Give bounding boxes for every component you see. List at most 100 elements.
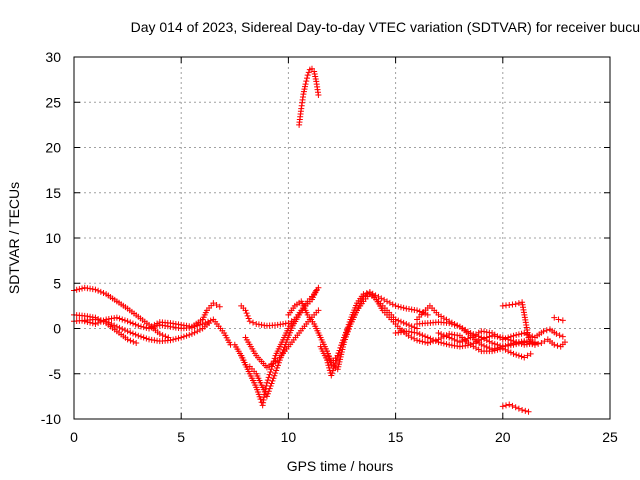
- data-point: [140, 324, 147, 331]
- data-point: [531, 341, 538, 348]
- data-point: [127, 319, 134, 326]
- data-point: [499, 403, 506, 410]
- series-arc18: [499, 299, 568, 350]
- data-point: [411, 335, 418, 342]
- data-point: [243, 310, 250, 317]
- data-point: [273, 367, 280, 374]
- data-point: [540, 328, 547, 335]
- data-point: [427, 335, 434, 342]
- data-point: [386, 299, 393, 306]
- data-point: [167, 337, 174, 344]
- data-point: [464, 335, 471, 342]
- data-point: [263, 379, 270, 386]
- data-point: [435, 330, 442, 337]
- data-point: [416, 337, 423, 344]
- data-point: [341, 339, 348, 346]
- data-point: [509, 402, 516, 409]
- y-tick-label: 0: [53, 321, 61, 337]
- data-point: [505, 341, 512, 348]
- y-tick-label: -10: [41, 411, 61, 427]
- data-point: [486, 345, 493, 352]
- data-point: [489, 330, 496, 337]
- y-axis-label: SDTVAR / TECUs: [6, 182, 22, 294]
- data-point: [392, 302, 399, 309]
- data-point: [555, 316, 562, 323]
- data-point: [515, 405, 522, 412]
- data-point: [497, 344, 504, 351]
- data-point: [529, 333, 536, 340]
- data-point: [473, 344, 479, 351]
- data-point: [265, 374, 272, 381]
- data-point: [261, 388, 268, 395]
- grid: [74, 57, 610, 419]
- data-point: [183, 332, 190, 339]
- x-tick-label: 10: [281, 429, 297, 445]
- data-point: [124, 336, 131, 343]
- data-point: [92, 286, 99, 293]
- data-point: [507, 333, 514, 340]
- data-point: [76, 286, 83, 293]
- series-arc20: [551, 314, 566, 324]
- data-point: [505, 348, 512, 355]
- data-point: [510, 350, 517, 357]
- data-point: [470, 340, 477, 347]
- data-point: [513, 351, 520, 358]
- data-point: [473, 339, 479, 346]
- data-point: [406, 322, 412, 329]
- data-point: [100, 317, 107, 324]
- data-point: [395, 303, 402, 310]
- data-point: [130, 338, 137, 345]
- data-point: [512, 404, 519, 411]
- data-point: [119, 316, 126, 323]
- data-point: [451, 336, 458, 343]
- data-point: [334, 352, 341, 359]
- data-point: [303, 78, 310, 85]
- data-point: [342, 336, 349, 343]
- data-point: [378, 295, 385, 302]
- data-point: [414, 337, 421, 344]
- data-point: [554, 342, 561, 349]
- data-point: [116, 324, 123, 331]
- data-point: [129, 330, 136, 337]
- data-point: [561, 339, 568, 346]
- data-point: [481, 342, 488, 349]
- data-point: [440, 340, 447, 347]
- data-point: [135, 332, 142, 339]
- data-point: [505, 334, 512, 341]
- data-point: [87, 319, 94, 326]
- data-point: [250, 319, 257, 326]
- data-point: [424, 334, 431, 341]
- data-point: [263, 382, 270, 389]
- data-point: [304, 72, 311, 79]
- data-point: [285, 320, 292, 327]
- y-tick-label: 15: [45, 185, 61, 201]
- data-point: [97, 288, 104, 295]
- data-point: [507, 349, 514, 356]
- data-point: [506, 401, 513, 408]
- data-point: [502, 342, 509, 349]
- data-point: [400, 304, 407, 311]
- data-point: [151, 321, 158, 328]
- x-axis-label: GPS time / hours: [287, 458, 394, 474]
- data-point: [257, 396, 264, 403]
- series-arc15: [414, 319, 538, 353]
- data-point: [478, 341, 485, 348]
- data-point: [497, 334, 504, 341]
- data-point: [143, 335, 150, 342]
- data-point: [519, 406, 526, 413]
- data-point: [384, 298, 391, 305]
- series-arc16: [435, 328, 538, 346]
- data-point: [268, 380, 275, 387]
- data-point: [494, 333, 501, 340]
- y-tick-label: 20: [45, 140, 61, 156]
- series-arc3: [71, 316, 213, 345]
- data-point: [202, 319, 209, 326]
- data-point: [327, 358, 334, 365]
- data-point: [84, 318, 91, 325]
- data-point: [419, 332, 426, 339]
- data-point: [512, 301, 519, 308]
- data-point: [440, 332, 447, 339]
- data-point: [262, 385, 269, 392]
- data-point: [499, 336, 506, 343]
